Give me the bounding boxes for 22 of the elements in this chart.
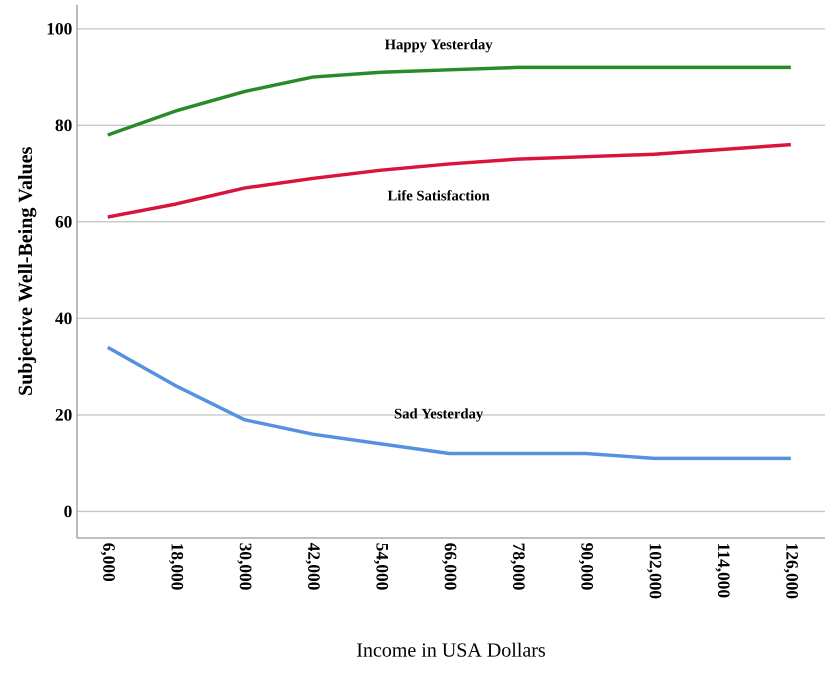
x-tick-label: 66,000 xyxy=(442,543,456,590)
x-tick-label: 54,000 xyxy=(374,543,388,590)
y-tick-label: 80 xyxy=(56,119,72,132)
y-tick-label: 20 xyxy=(56,409,72,421)
x-tick-label: 30,000 xyxy=(237,543,252,590)
series-label: Sad Yesterday xyxy=(394,408,484,422)
x-tick-label: 102,000 xyxy=(647,544,662,598)
series-label: Life Satisfaction xyxy=(388,190,490,201)
x-tick-label: 114,000 xyxy=(715,544,730,598)
y-axis-title: Subjective Well-Being Values xyxy=(18,147,36,395)
x-tick-label: 126,000 xyxy=(784,544,798,598)
x-tick-label: 42,000 xyxy=(306,542,320,590)
x-tick-label: 78,000 xyxy=(510,544,525,590)
y-tick-label: 100 xyxy=(48,22,72,35)
x-tick-label: 6,000 xyxy=(100,543,115,582)
y-tick-label: 40 xyxy=(55,312,72,324)
x-axis-title: Income in USA Dollars xyxy=(357,642,545,657)
y-tick-label: 0 xyxy=(64,506,72,518)
series-label: Happy Yesterday xyxy=(384,39,492,52)
x-tick-label: 18,000 xyxy=(168,544,184,590)
y-tick-label: 60 xyxy=(56,216,72,228)
x-tick-label: 90,000 xyxy=(578,543,594,590)
